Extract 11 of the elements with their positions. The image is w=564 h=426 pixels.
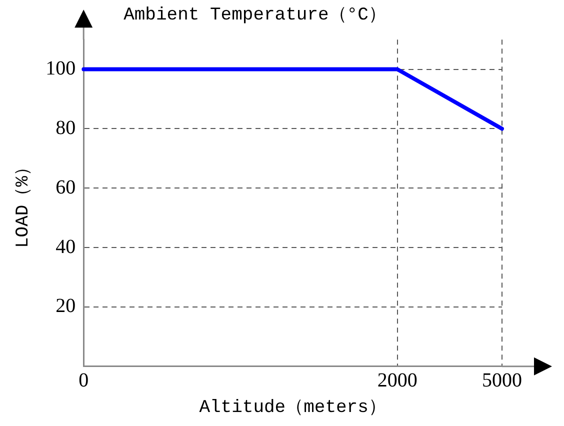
y-tick-label: 60: [56, 176, 76, 198]
x-tick-label: 5000: [482, 370, 522, 392]
y-tick-label: 80: [56, 116, 76, 139]
x-axis-title: Altitude（meters）: [199, 398, 386, 418]
y-tick-label: 20: [56, 295, 76, 318]
x-tick-label: 2000: [377, 370, 418, 392]
y-axis-title: LOAD（%）: [14, 158, 34, 248]
y-tick-label: 40: [56, 236, 76, 258]
y-tick-label: 100: [46, 58, 76, 80]
chart-title: Ambient Temperature（°C）: [124, 6, 386, 26]
x-tick-label: 0: [78, 370, 89, 392]
